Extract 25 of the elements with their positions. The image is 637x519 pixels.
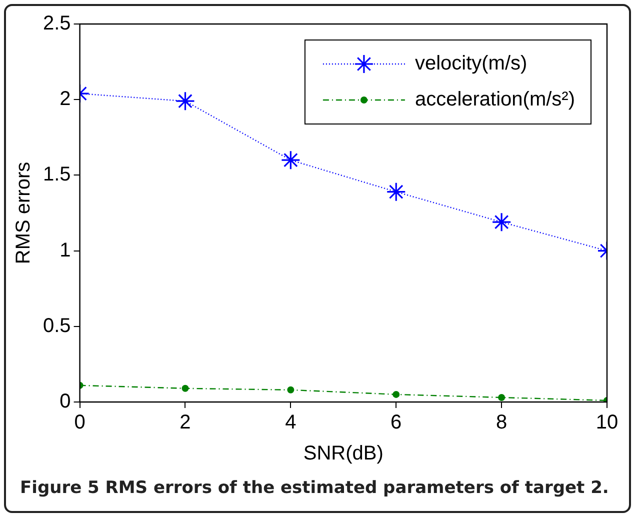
point	[182, 384, 189, 392]
y-tick-label: 2.5	[42, 12, 71, 35]
y-tick-label: 0	[60, 390, 71, 413]
legend-label: acceleration(m/s²)	[414, 88, 576, 111]
x-axis-title: SNR(dB)	[303, 442, 384, 465]
x-tick-label: 8	[496, 412, 508, 434]
caption: Figure 5 RMS errors of the estimated parameters of target 2.	[20, 478, 609, 498]
y-tick-label: 1	[60, 239, 71, 262]
y-tick-label: 0.5	[42, 314, 71, 337]
y-axis-title: RMS errors	[12, 162, 35, 264]
point	[492, 212, 512, 232]
legend-label: velocity(m/s)	[414, 52, 528, 75]
point	[287, 386, 294, 394]
x-tick-label: 4	[285, 412, 296, 434]
x-tick-label: 2	[180, 412, 191, 434]
x-tick-label: 6	[390, 412, 402, 434]
y-tick-label: 2	[60, 88, 71, 110]
point	[392, 390, 400, 398]
point	[386, 182, 406, 202]
x-tick-label: 0	[74, 412, 86, 434]
y-tick-label: 1.5	[42, 164, 71, 186]
point	[280, 150, 300, 170]
x-tick-label: 10	[596, 412, 618, 434]
point	[175, 91, 196, 111]
point	[498, 394, 506, 401]
